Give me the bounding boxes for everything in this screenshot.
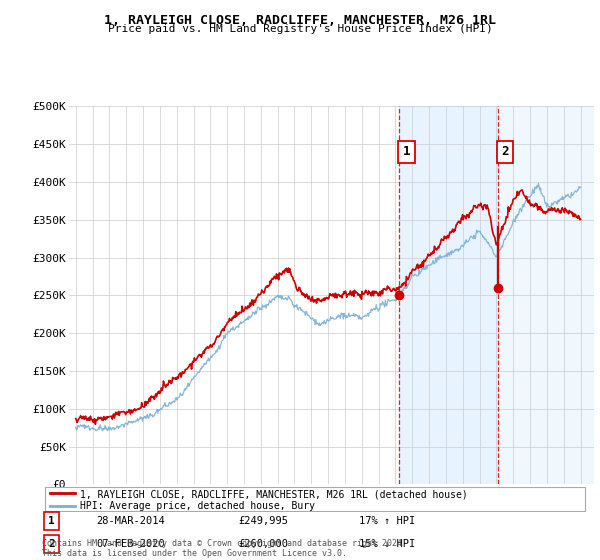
Text: £260,000: £260,000 <box>239 539 289 549</box>
Text: 1, RAYLEIGH CLOSE, RADCLIFFE, MANCHESTER, M26 1RL (detached house): 1, RAYLEIGH CLOSE, RADCLIFFE, MANCHESTER… <box>80 489 468 499</box>
Text: 1: 1 <box>403 145 410 158</box>
Text: 07-FEB-2020: 07-FEB-2020 <box>97 539 166 549</box>
Text: 28-MAR-2014: 28-MAR-2014 <box>97 516 166 526</box>
Text: 2: 2 <box>501 145 509 158</box>
Bar <box>400 106 498 484</box>
Text: 1, RAYLEIGH CLOSE, RADCLIFFE, MANCHESTER, M26 1RL: 1, RAYLEIGH CLOSE, RADCLIFFE, MANCHESTER… <box>104 14 496 27</box>
Text: Contains HM Land Registry data © Crown copyright and database right 2024.
This d: Contains HM Land Registry data © Crown c… <box>42 539 407 558</box>
Text: £249,995: £249,995 <box>239 516 289 526</box>
Text: Price paid vs. HM Land Registry's House Price Index (HPI): Price paid vs. HM Land Registry's House … <box>107 24 493 34</box>
Bar <box>498 106 598 484</box>
Text: 15% ↓ HPI: 15% ↓ HPI <box>359 539 415 549</box>
FancyBboxPatch shape <box>45 487 585 511</box>
Text: HPI: Average price, detached house, Bury: HPI: Average price, detached house, Bury <box>80 502 315 511</box>
Text: 2: 2 <box>49 539 55 549</box>
Text: 17% ↑ HPI: 17% ↑ HPI <box>359 516 415 526</box>
Text: 1: 1 <box>49 516 55 526</box>
